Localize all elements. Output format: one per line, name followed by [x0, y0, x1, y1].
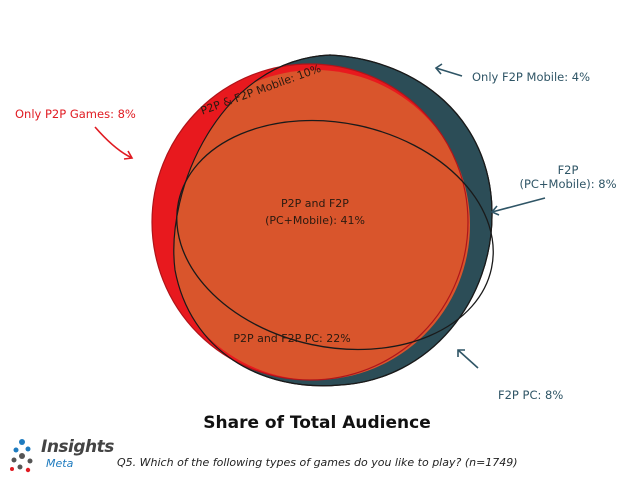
callout-f2p-pc-mobile-line2: (PC+Mobile): 8%: [519, 177, 617, 191]
callout-only-p2p: Only P2P Games: 8%: [15, 107, 136, 121]
arrow-f2p-pc-mobile: [490, 197, 546, 216]
arrow-f2p-pc: [457, 349, 479, 369]
callout-f2p-pc-mobile: F2P (PC+Mobile): 8%: [518, 163, 618, 191]
logo-mark-icon: [10, 439, 33, 473]
pc-ellipse-outline: [176, 119, 494, 351]
callout-f2p-pc-mobile-line1: F2P: [557, 163, 579, 177]
arrow-only-p2p: [94, 126, 134, 160]
chart-title: Share of Total Audience: [203, 413, 431, 433]
callout-f2p-pc: F2P PC: 8%: [498, 388, 564, 402]
label-p2p-f2p-pc-mobile-line1: P2P and F2P: [281, 197, 349, 210]
insights-meta-logo: Insights Meta: [8, 436, 118, 480]
survey-question: Q5. Which of the following types of game…: [117, 456, 518, 469]
logo-word: Insights: [41, 437, 114, 457]
label-p2p-f2p-pc: P2P and F2P PC: 22%: [233, 332, 350, 345]
arrow-only-f2p-mobile: [434, 63, 463, 77]
logo-sub: Meta: [46, 457, 74, 470]
callout-only-f2p-mobile: Only F2P Mobile: 4%: [472, 70, 591, 84]
label-p2p-f2p-pc-mobile-line2: (PC+Mobile): 41%: [265, 214, 365, 227]
overlap-orange-region: [173, 70, 470, 380]
